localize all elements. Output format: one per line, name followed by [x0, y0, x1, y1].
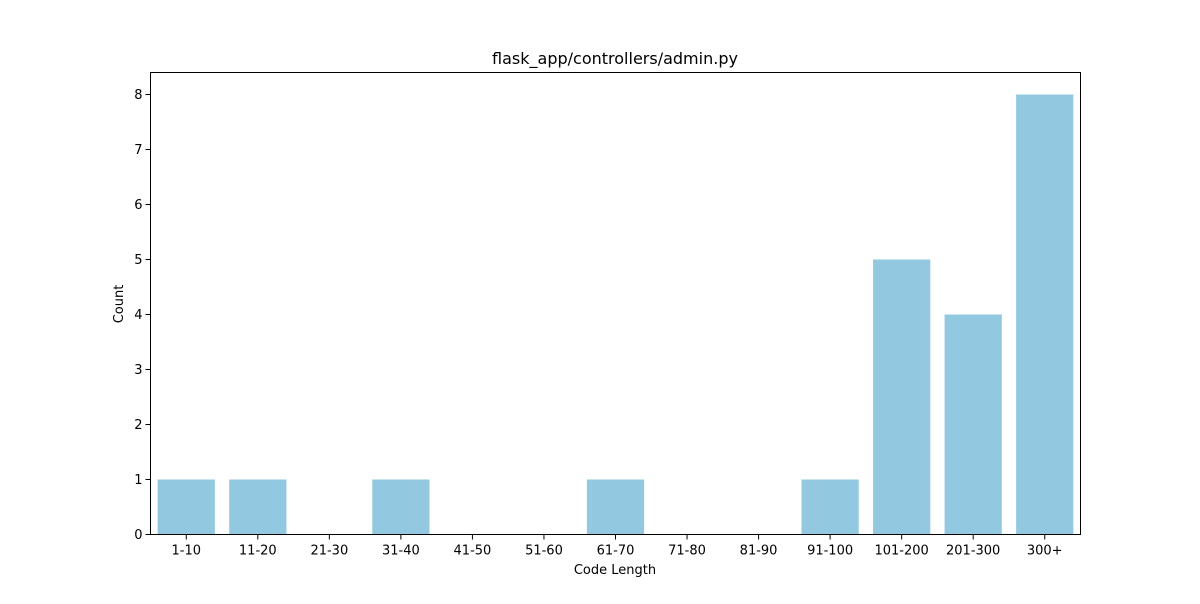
x-tick-label: 61-70: [597, 544, 635, 559]
y-tick-label: 1: [134, 473, 142, 488]
bar-61-70: [586, 479, 645, 535]
x-tick-label: 71-80: [668, 544, 706, 559]
x-tick-label: 1-10: [172, 544, 202, 559]
chart-title: flask_app/controllers/admin.py: [492, 49, 738, 69]
x-tick-label: 21-30: [310, 544, 348, 559]
y-tick-label: 3: [134, 363, 142, 378]
bar-300+: [1016, 94, 1074, 535]
x-tick-label: 201-300: [946, 544, 1000, 559]
y-tick-label: 8: [134, 88, 142, 103]
x-tick-label: 300+: [1027, 544, 1063, 559]
bar-31-40: [372, 479, 430, 535]
x-tick-label: 101-200: [874, 544, 928, 559]
bars-group: [157, 94, 1074, 535]
x-tick-label: 41-50: [454, 544, 492, 559]
y-tick-label: 7: [134, 143, 142, 158]
x-tick-label: 91-100: [807, 544, 853, 559]
x-tick-label: 31-40: [382, 544, 420, 559]
bar-101-200: [873, 259, 931, 535]
bar-91-100: [801, 479, 859, 535]
y-tick-label: 0: [134, 528, 142, 543]
bar-201-300: [944, 314, 1002, 535]
y-tick-label: 4: [134, 308, 142, 323]
bar-11-20: [229, 479, 287, 535]
x-tick-label: 11-20: [239, 544, 277, 559]
y-tick-label: 2: [134, 418, 142, 433]
y-axis-label: Count: [112, 285, 127, 324]
x-axis-label: Code Length: [574, 563, 656, 578]
plot-frame: [150, 72, 1081, 535]
y-tick-label: 5: [134, 253, 142, 268]
x-tick-label: 51-60: [525, 544, 563, 559]
bar-1-10: [157, 479, 215, 535]
x-tick-label: 81-90: [740, 544, 778, 559]
y-tick-label: 6: [134, 198, 142, 213]
y-axis: 0 1 2 3 4 5 6 7 8: [134, 88, 151, 543]
x-axis: 1-10 11-20 21-30 31-40 41-50 51-60 61-70 71-80 8…: [172, 534, 1063, 559]
